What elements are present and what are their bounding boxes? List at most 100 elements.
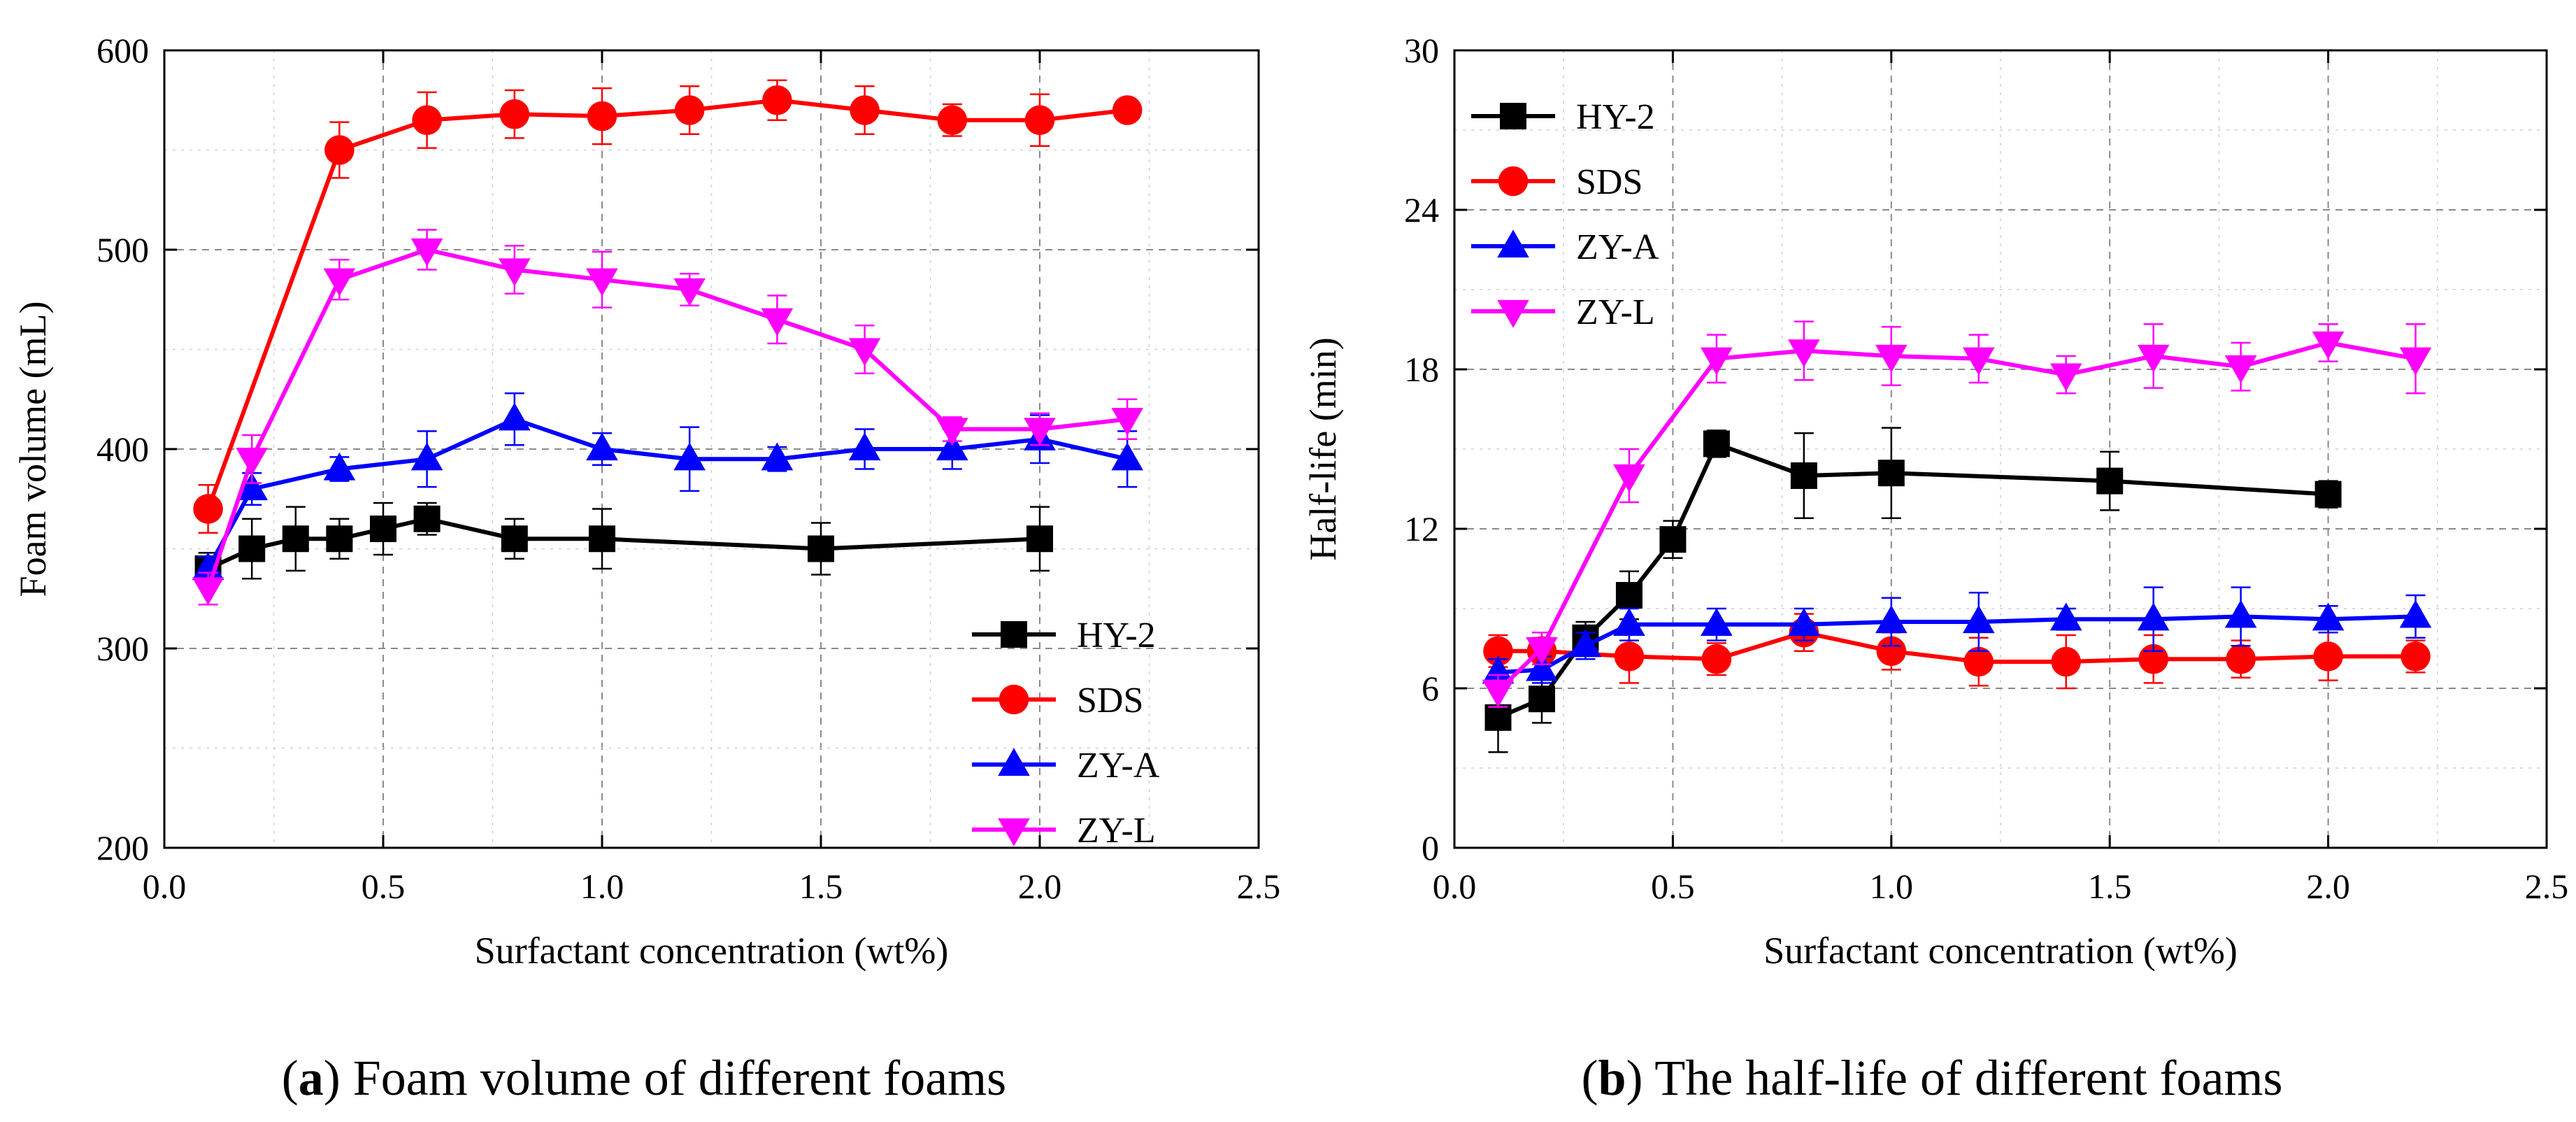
data-point-sds — [1614, 641, 1645, 672]
legend-marker-sds — [1498, 166, 1529, 197]
y-tick-label: 0 — [1422, 828, 1439, 867]
data-point-zy-a — [410, 442, 443, 471]
x-axis-title: Surfactant concentration (wt%) — [475, 930, 949, 972]
foam-volume-chart: 0.0 0.5 1.0 1.5 2.0 2.5 200 300 400 500 600 Surfact… — [12, 31, 1280, 972]
data-point-zy-l — [2224, 355, 2257, 383]
data-point-hy-2 — [413, 505, 441, 532]
data-point-zy-l — [1482, 679, 1515, 708]
data-point-zy-a — [1962, 605, 1995, 634]
legend-label-zy-a: ZY-A — [1576, 227, 1659, 267]
data-point-hy-2 — [2314, 481, 2342, 508]
x-tick-label: 2.0 — [1018, 867, 1062, 906]
data-point-hy-2 — [370, 516, 396, 542]
legend-label-hy-2: HY-2 — [1576, 97, 1655, 137]
legend-marker-zy-l — [998, 818, 1030, 846]
y-tick-label: 24 — [1404, 190, 1439, 229]
caption-a: (a) Foam volume of different foams — [281, 1050, 1007, 1106]
data-point-zy-l — [1024, 418, 1056, 446]
data-point-sds — [2313, 641, 2343, 672]
data-point-zy-a — [848, 432, 881, 461]
y-tick-label: 18 — [1404, 350, 1439, 389]
data-point-hy-2 — [1790, 462, 1817, 489]
data-point-zy-l — [1701, 347, 1733, 376]
y-axis-title: Half-life (min) — [1302, 337, 1344, 560]
y-tick-label: 12 — [1404, 509, 1439, 548]
y-tick-label: 600 — [96, 31, 149, 70]
x-tick-label: 0.0 — [1433, 867, 1477, 906]
data-point-hy-2 — [1026, 525, 1053, 553]
data-point-hy-2 — [2096, 467, 2124, 495]
y-tick-label: 200 — [96, 828, 149, 867]
data-point-zy-l — [499, 258, 531, 287]
data-point-hy-2 — [589, 525, 615, 553]
data-point-zy-a — [2312, 602, 2345, 631]
y-tick-label: 6 — [1422, 669, 1439, 708]
series-line-zy-l — [1496, 341, 2417, 693]
legend-marker-hy-2 — [1500, 103, 1526, 129]
data-point-zy-l — [236, 448, 268, 476]
y-axis-title: Foam volume (mL) — [12, 301, 54, 597]
legend-label-zy-a: ZY-A — [1077, 746, 1160, 786]
data-point-zy-l — [936, 418, 968, 446]
data-point-sds — [1876, 636, 1907, 667]
data-point-zy-l — [673, 278, 706, 306]
y-tick-label: 30 — [1404, 31, 1439, 70]
data-point-hy-2 — [1877, 460, 1905, 487]
data-point-zy-l — [2049, 363, 2082, 392]
data-point-zy-a — [1111, 442, 1143, 471]
x-axis-title: Surfactant concentration (wt%) — [1763, 930, 2238, 972]
data-point-hy-2 — [808, 535, 834, 562]
data-point-hy-2 — [238, 535, 266, 562]
data-point-zy-a — [1613, 608, 1645, 636]
data-point-zy-l — [1613, 464, 1645, 492]
data-point-zy-l — [1788, 339, 1820, 368]
legend-marker-zy-a — [998, 748, 1030, 776]
data-point-sds — [193, 494, 223, 524]
x-tick-label: 1.0 — [580, 867, 624, 906]
legend-label-sds: SDS — [1576, 162, 1643, 202]
data-point-zy-a — [2137, 602, 2170, 631]
data-point-zy-a — [1788, 608, 1820, 636]
data-point-hy-2 — [326, 525, 353, 553]
data-point-zy-l — [323, 268, 356, 297]
data-point-hy-2 — [501, 525, 528, 553]
data-point-hy-2 — [1703, 430, 1730, 457]
half-life-chart: 0.0 0.5 1.0 1.5 2.0 2.5 0 6 12 18 24 30 Surfactant c… — [1302, 31, 2568, 972]
data-point-zy-l — [1111, 408, 1143, 436]
x-tick-label: 2.0 — [2306, 867, 2350, 906]
data-point-zy-a — [1569, 629, 1602, 658]
data-point-zy-l — [410, 238, 443, 267]
data-point-sds — [850, 95, 880, 125]
data-point-zy-l — [2137, 344, 2170, 373]
data-point-zy-a — [1701, 608, 1733, 636]
series-line-hy-2 — [1497, 441, 2328, 720]
data-point-zy-l — [1962, 347, 1995, 376]
data-point-hy-2 — [282, 525, 309, 553]
data-point-sds — [324, 135, 355, 165]
caption-b: (b) The half-life of different foams — [1581, 1050, 2283, 1106]
series-line-zy-a — [206, 417, 1128, 570]
data-point-zy-a — [673, 442, 706, 471]
x-tick-label: 0.5 — [362, 867, 406, 906]
data-point-sds — [1701, 644, 1732, 674]
legend-marker-hy-2 — [1001, 621, 1027, 648]
data-point-zy-l — [192, 577, 224, 606]
data-point-hy-2 — [1484, 704, 1512, 731]
x-tick-label: 1.0 — [1870, 867, 1914, 906]
data-point-sds — [2226, 644, 2256, 674]
legend-marker-zy-a — [1497, 229, 1529, 258]
data-point-zy-a — [1875, 605, 1908, 634]
plot-frame — [1453, 49, 2548, 849]
data-point-zy-a — [236, 472, 268, 501]
series-line-zy-l — [206, 248, 1128, 590]
data-point-sds — [2400, 641, 2431, 672]
x-tick-label: 0.5 — [1651, 867, 1695, 906]
x-tick-label: 1.5 — [2088, 867, 2132, 906]
data-point-zy-a — [761, 442, 794, 471]
data-point-sds — [2051, 646, 2081, 677]
legend-marker-sds — [999, 684, 1029, 715]
data-point-zy-a — [499, 402, 531, 431]
x-tick-label: 0.0 — [143, 867, 187, 906]
data-point-zy-a — [1482, 655, 1515, 684]
legend-marker-zy-l — [1497, 299, 1529, 328]
